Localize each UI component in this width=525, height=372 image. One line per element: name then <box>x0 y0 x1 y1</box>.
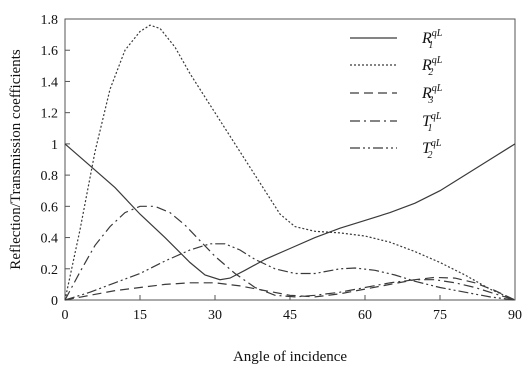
y-tick-label: 1 <box>51 138 58 153</box>
legend-label-R2qL: RqL 2 <box>421 55 443 78</box>
y-axis-title: Reflection/Transmission coefficients <box>8 49 24 270</box>
y-tick-label: 0.8 <box>41 169 59 184</box>
x-tick-label: 30 <box>208 308 222 323</box>
series-line-R3qL <box>64 276 516 301</box>
series-line-R2qL <box>64 24 516 301</box>
y-tick-label: 1.2 <box>41 107 59 122</box>
legend: RqL 1 RqL 2 RqL 3 TqL 1 TqL 2 <box>350 28 443 161</box>
y-tick-label: 0.6 <box>41 200 59 215</box>
y-tick-label: 1.8 <box>41 13 59 28</box>
x-tick-label: 60 <box>358 308 372 323</box>
series-line-T1qL <box>64 205 516 301</box>
axes: 0 15 30 45 60 75 90 0 0.2 0.4 0.6 0.8 1 1.2 1.4 1.6 1.8 <box>41 13 523 323</box>
plot-frame <box>64 18 516 301</box>
x-tick-label: 90 <box>508 308 522 323</box>
x-tick-label: 45 <box>283 308 297 323</box>
legend-label-T2qL: TqL 2 <box>422 138 442 161</box>
legend-label-R3qL: RqL 3 <box>421 83 443 106</box>
series-line-T2qL <box>64 243 516 301</box>
legend-label-T1qL: TqL 1 <box>422 111 442 134</box>
y-tick-label: 1.4 <box>41 75 59 90</box>
series-line-R1qL <box>64 143 516 281</box>
legend-label-R1qL: RqL 1 <box>421 28 443 51</box>
y-tick-label: 0 <box>51 294 58 309</box>
x-tick-label: 15 <box>133 308 147 323</box>
y-tick-label: 0.2 <box>41 263 59 278</box>
series-layer <box>64 24 516 301</box>
x-tick-label: 0 <box>62 308 69 323</box>
x-axis-title: Angle of incidence <box>233 349 347 365</box>
y-tick-label: 0.4 <box>41 232 59 247</box>
y-tick-label: 1.6 <box>41 44 59 59</box>
x-tick-label: 75 <box>433 308 447 323</box>
